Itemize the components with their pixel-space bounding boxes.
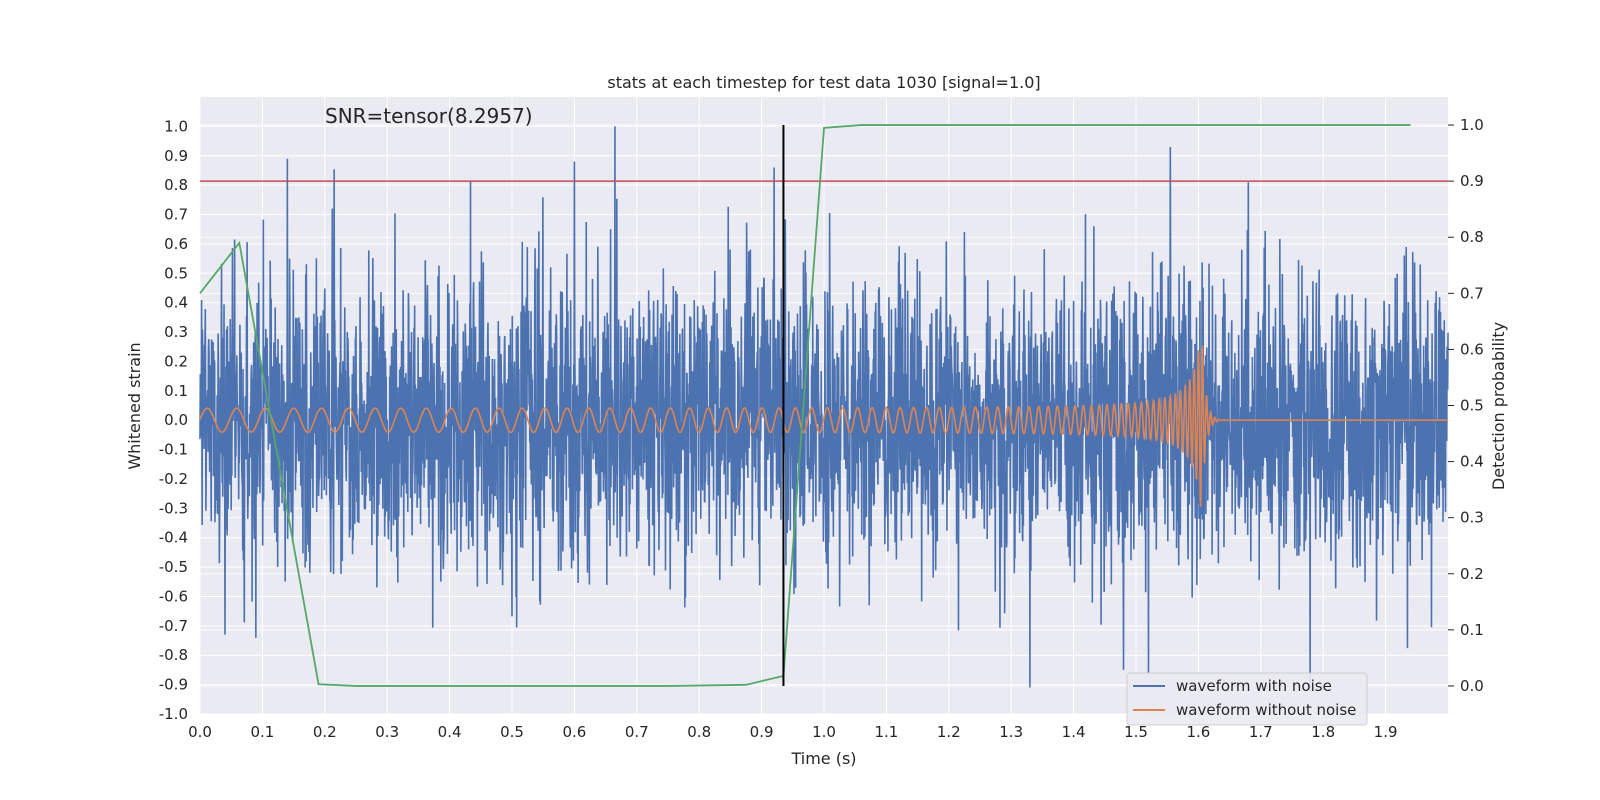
- y-right-tick-label: 0.9: [1460, 172, 1484, 190]
- y-axis-ticks: -1.0 -0.9 -0.8 -0.7 -0.6 -0.5 -0.4 -0.3 -0.2 -0.1…: [159, 117, 188, 723]
- clean-waveform-layer: [199, 345, 1448, 507]
- y-tick-label: -0.6: [159, 587, 188, 605]
- y-tick-label: -0.9: [159, 676, 188, 694]
- x-tick-label: 0.1: [250, 723, 274, 741]
- y-tick-label: 0.2: [164, 352, 188, 370]
- legend-label-noise: waveform with noise: [1176, 677, 1332, 695]
- clean-waveform-line: [199, 345, 1448, 507]
- y-tick-label: -1.0: [159, 705, 188, 723]
- x-axis-label: Time (s): [790, 749, 856, 768]
- y-tick-label: 0.8: [164, 176, 188, 194]
- y-right-tick-label: 1.0: [1460, 116, 1484, 134]
- x-tick-label: 1.6: [1186, 723, 1210, 741]
- x-tick-label: 0.4: [438, 723, 462, 741]
- x-tick-label: 0.2: [313, 723, 337, 741]
- x-tick-label: 1.8: [1311, 723, 1335, 741]
- probability-line: [199, 124, 1411, 687]
- y-tick-label: -0.4: [159, 529, 188, 547]
- y-right-tick-label: 0.8: [1460, 228, 1484, 246]
- chart-title: stats at each timestep for test data 103…: [607, 73, 1040, 92]
- y-tick-label: 0.7: [164, 206, 188, 224]
- y-tick-label: -0.7: [159, 617, 188, 635]
- x-tick-label: 1.2: [937, 723, 961, 741]
- x-tick-label: 1.7: [1249, 723, 1273, 741]
- y-right-tick-label: 0.6: [1460, 340, 1484, 358]
- probability-layer: [199, 124, 1448, 687]
- y-tick-label: 0.9: [164, 147, 188, 165]
- snr-annotation: SNR=tensor(8.2957): [325, 104, 533, 128]
- y-tick-label: 0.5: [164, 264, 188, 282]
- y-axis-right-ticks: 0.0 0.1 0.2 0.3 0.4 0.5 0.6 0.7 0.8 0.9 1.0: [1448, 116, 1484, 695]
- x-tick-label: 0.3: [375, 723, 399, 741]
- y-tick-label: -0.2: [159, 470, 188, 488]
- y-tick-label: -0.1: [159, 441, 188, 459]
- x-tick-label: 1.5: [1124, 723, 1148, 741]
- x-tick-label: 1.9: [1374, 723, 1398, 741]
- y-axis-right-label: Detection probability: [1489, 322, 1508, 490]
- y-tick-label: 0.6: [164, 235, 188, 253]
- y-right-tick-label: 0.7: [1460, 284, 1484, 302]
- x-tick-label: 0.7: [625, 723, 649, 741]
- noise-waveform-layer: [199, 126, 1449, 691]
- y-right-tick-label: 0.4: [1460, 453, 1484, 471]
- x-tick-label: 0.6: [562, 723, 586, 741]
- y-tick-label: 0.1: [164, 382, 188, 400]
- y-right-tick-label: 0.0: [1460, 677, 1484, 695]
- y-right-tick-label: 0.2: [1460, 565, 1484, 583]
- x-tick-label: 1.3: [999, 723, 1023, 741]
- x-tick-label: 0.0: [188, 723, 212, 741]
- y-tick-label: -0.3: [159, 499, 188, 517]
- x-tick-label: 1.1: [874, 723, 898, 741]
- x-tick-label: 0.5: [500, 723, 524, 741]
- y-right-tick-label: 0.5: [1460, 397, 1484, 415]
- y-tick-label: 1.0: [164, 117, 188, 135]
- y-right-tick-label: 0.1: [1460, 621, 1484, 639]
- legend: waveform with noise waveform without noi…: [1126, 672, 1368, 726]
- y-tick-label: 0.4: [164, 294, 188, 312]
- noise-waveform-line: [199, 126, 1449, 691]
- x-tick-label: 1.0: [812, 723, 836, 741]
- y-tick-label: -0.8: [159, 646, 188, 664]
- y-axis-label: Whitened strain: [125, 342, 144, 469]
- y-tick-label: 0.3: [164, 323, 188, 341]
- y-tick-label: 0.0: [164, 411, 188, 429]
- legend-box: [1126, 672, 1368, 726]
- x-tick-label: 0.8: [687, 723, 711, 741]
- y-tick-label: -0.5: [159, 558, 188, 576]
- x-axis-ticks: 0.0 0.1 0.2 0.3 0.4 0.5 0.6 0.7 0.8 0.9 1.0 1.1 1.2 1…: [188, 723, 1397, 741]
- y-right-tick-label: 0.3: [1460, 509, 1484, 527]
- x-tick-label: 1.4: [1062, 723, 1086, 741]
- x-tick-label: 0.9: [750, 723, 774, 741]
- legend-label-clean: waveform without noise: [1176, 701, 1356, 719]
